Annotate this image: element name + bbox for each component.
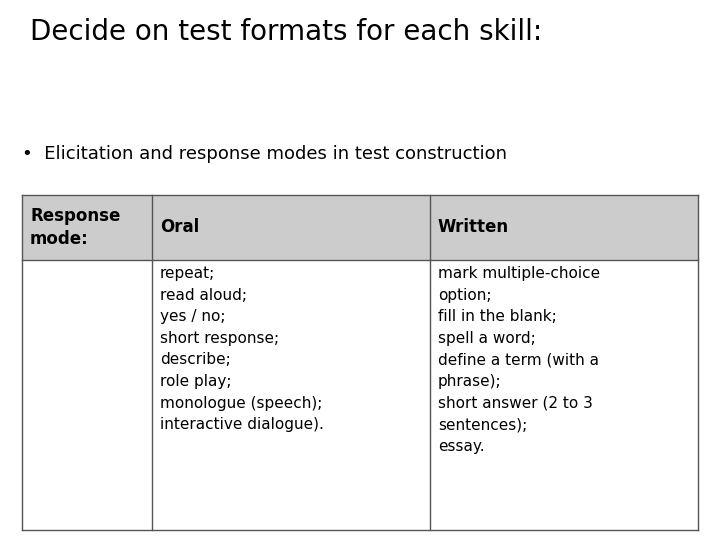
Text: Oral: Oral <box>160 219 199 237</box>
Bar <box>22 195 698 260</box>
Text: Response
mode:: Response mode: <box>30 207 120 248</box>
Text: Decide on test formats for each skill:: Decide on test formats for each skill: <box>30 18 542 46</box>
Text: mark multiple-choice
option;
fill in the blank;
spell a word;
define a term (wit: mark multiple-choice option; fill in the… <box>438 266 600 454</box>
Text: repeat;
read aloud;
yes / no;
short response;
describe;
role play;
monologue (sp: repeat; read aloud; yes / no; short resp… <box>160 266 324 432</box>
Text: Written: Written <box>438 219 509 237</box>
Bar <box>22 260 698 530</box>
Text: •  Elicitation and response modes in test construction: • Elicitation and response modes in test… <box>22 145 507 163</box>
